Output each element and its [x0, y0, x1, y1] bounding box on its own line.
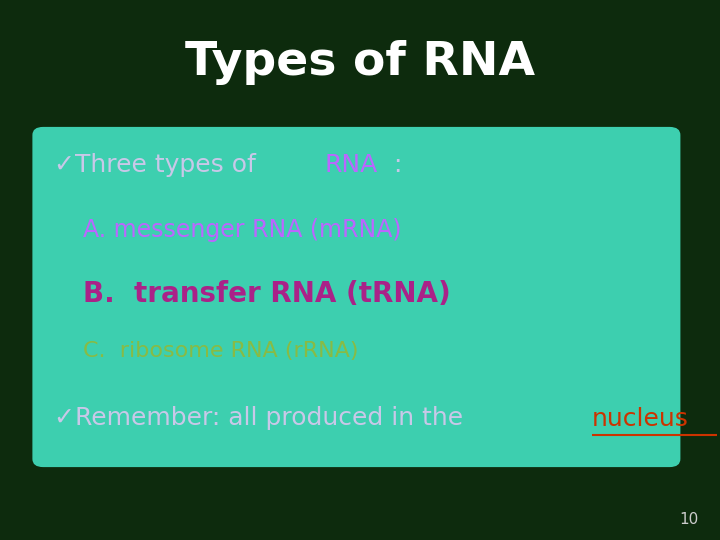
- Text: A. messenger RNA (mRNA): A. messenger RNA (mRNA): [83, 218, 401, 241]
- Text: B.  transfer RNA (tRNA): B. transfer RNA (tRNA): [83, 280, 451, 308]
- Text: ✓Remember: all produced in the: ✓Remember: all produced in the: [54, 407, 471, 430]
- Text: RNA: RNA: [325, 153, 378, 177]
- Text: !: !: [717, 407, 720, 430]
- FancyBboxPatch shape: [32, 127, 680, 467]
- Text: C.  ribosome RNA (rRNA): C. ribosome RNA (rRNA): [83, 341, 359, 361]
- Text: Types of RNA: Types of RNA: [185, 39, 535, 85]
- Text: nucleus: nucleus: [593, 407, 689, 430]
- Text: 10: 10: [679, 511, 698, 526]
- Text: ✓Three types of: ✓Three types of: [54, 153, 264, 177]
- Text: :: :: [394, 153, 402, 177]
